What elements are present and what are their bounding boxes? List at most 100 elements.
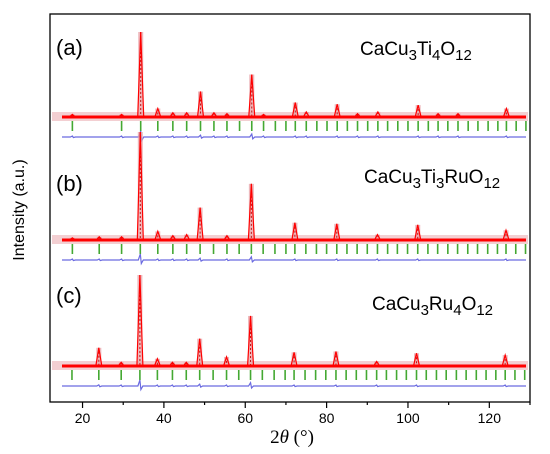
panel-label: (b)	[56, 171, 83, 196]
calculated-peak	[69, 237, 76, 241]
formula-subscript: 3	[413, 175, 421, 192]
formula-text: CaCu	[360, 39, 409, 60]
observed-peak	[415, 224, 421, 240]
calculated-peak	[291, 102, 299, 118]
plot-frame	[49, 13, 531, 403]
calculated-peak	[183, 233, 191, 241]
panel-c: (c) CaCu3Ru4O12	[52, 274, 528, 392]
calculated-peak	[118, 113, 125, 118]
formula-subscript: 12	[476, 302, 493, 319]
observed-peak	[303, 111, 309, 117]
compound-formula: CaCu3Ru4O12	[372, 294, 493, 319]
calculated-peak	[246, 315, 255, 367]
theta-symbol: θ	[280, 427, 289, 448]
formula-text: RuO	[444, 167, 483, 188]
calculated-peak	[196, 91, 205, 118]
difference-curve	[62, 253, 526, 266]
calculated-peak	[354, 112, 361, 118]
panels-layer: (a) CaCu3Ti4O12(b) CaCu3Ti3RuO12(c) CaCu3Ru…	[52, 31, 528, 392]
formula-subscript: 3	[436, 175, 444, 192]
observed-peak	[334, 104, 340, 117]
calculated-peak	[502, 228, 510, 241]
formula-text: Ru	[429, 294, 453, 315]
formula-subscript: 12	[483, 175, 500, 192]
observed-peak	[224, 235, 230, 240]
compound-formula: CaCu3Ti3RuO12	[364, 167, 500, 192]
x-tick-label: 80	[319, 410, 335, 426]
observed-peak	[333, 351, 339, 366]
calculated-peak	[182, 361, 190, 367]
panel-label: (c)	[56, 283, 82, 308]
observed-peak	[184, 112, 190, 117]
calculated-peak	[95, 347, 103, 367]
panel-b: (b) CaCu3Ti3RuO12	[52, 131, 528, 266]
calculated-peak	[222, 354, 231, 367]
calculated-peak	[501, 352, 509, 367]
calculated-peak	[154, 229, 162, 241]
formula-subscript: 12	[455, 47, 472, 64]
observed-peak	[184, 234, 190, 240]
x-tick-label: 40	[156, 410, 172, 426]
calculated-peak	[333, 104, 341, 118]
calculated-peak	[332, 351, 340, 367]
x-axis-label: 2θ (°)	[270, 427, 314, 448]
observed-peak	[414, 353, 420, 366]
calculated-peak	[454, 112, 462, 118]
calculated-peak	[153, 357, 161, 367]
calculated-peak	[223, 234, 231, 241]
calculated-peak	[223, 112, 231, 118]
calculated-peak	[247, 183, 255, 241]
calculated-peak	[183, 111, 191, 118]
formula-subscript: 4	[432, 47, 440, 64]
calculated-peak	[412, 353, 421, 367]
calculated-peak	[414, 224, 422, 241]
x-tick-label: 100	[396, 410, 420, 426]
observed-peak	[154, 358, 160, 366]
formula-text: O	[462, 294, 477, 315]
x-tick-label: 20	[75, 410, 91, 426]
observed-peak	[375, 111, 381, 117]
calculated-peak	[260, 113, 267, 118]
calculated-peak	[373, 233, 381, 241]
difference-curve	[62, 130, 526, 143]
calculated-peak	[373, 360, 381, 367]
calculated-peak	[196, 338, 204, 367]
panel-label: (a)	[56, 35, 83, 60]
calculated-peak	[333, 223, 341, 241]
calculated-peak	[374, 110, 382, 118]
calculated-peak	[248, 74, 256, 118]
observed-peak	[291, 352, 297, 366]
calculated-peak	[154, 106, 162, 118]
calculated-peak	[434, 112, 442, 118]
calculated-peak	[414, 104, 422, 118]
calculated-peak	[137, 31, 145, 118]
x-axis: 20 40 60 80 100 120	[75, 402, 531, 426]
calculated-peak	[502, 106, 510, 118]
formula-subscript: 3	[421, 302, 429, 319]
x-axis-label-part: (°)	[289, 427, 314, 448]
calculated-peak	[196, 207, 204, 241]
calculated-peak	[290, 352, 298, 367]
compound-formula: CaCu3Ti4O12	[360, 39, 472, 64]
calculated-peak	[136, 131, 144, 241]
observed-peak	[170, 235, 176, 240]
difference-curve	[62, 379, 526, 392]
calculated-peak	[136, 274, 144, 367]
calculated-peak	[169, 111, 177, 118]
formula-text: Ti	[421, 167, 436, 188]
formula-text: O	[440, 39, 455, 60]
calculated-peak	[169, 234, 177, 241]
formula-text: CaCu	[364, 167, 413, 188]
observed-peak	[170, 112, 176, 117]
calculated-peak	[291, 222, 299, 241]
calculated-peak	[210, 111, 218, 118]
calculated-peak	[117, 361, 125, 367]
panel-a: (a) CaCu3Ti4O12	[52, 31, 528, 143]
calculated-peak	[95, 235, 103, 241]
observed-peak	[211, 112, 217, 117]
y-axis-label: Intensity (a.u.)	[11, 159, 28, 260]
observed-peak	[374, 234, 380, 240]
formula-text: CaCu	[372, 294, 421, 315]
calculated-peak	[302, 110, 310, 118]
